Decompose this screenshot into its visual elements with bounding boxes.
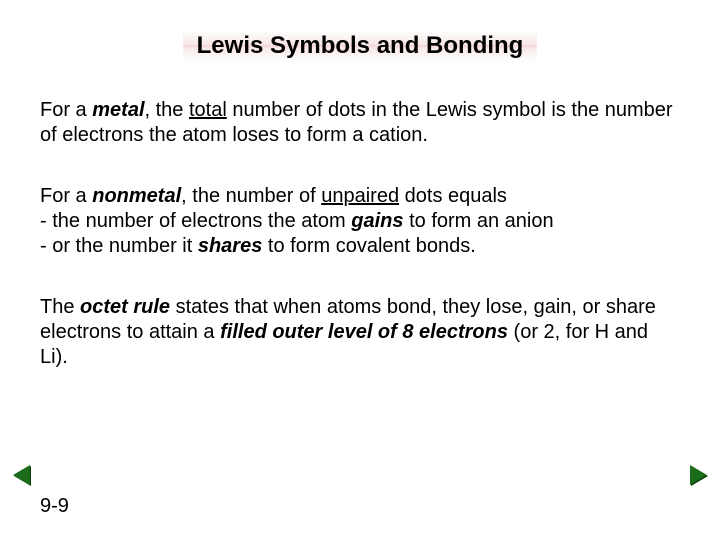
text: dots equals [399, 185, 507, 207]
text: For a [40, 185, 92, 207]
text: to form an anion [404, 210, 554, 232]
emph-gains: gains [351, 210, 403, 232]
paragraph-octet: The octet rule states that when atoms bo… [40, 295, 680, 370]
slide-container: Lewis Symbols and Bonding For a metal, t… [0, 0, 720, 540]
emph-metal: metal [92, 99, 144, 121]
text: - or the number it [40, 235, 198, 257]
next-arrow-icon[interactable] [690, 465, 707, 485]
emph-octet-rule: octet rule [80, 296, 170, 318]
text: For a [40, 99, 92, 121]
emph-nonmetal: nonmetal [92, 185, 181, 207]
text: - the number of electrons the atom [40, 210, 351, 232]
slide-title: Lewis Symbols and Bonding [183, 30, 538, 62]
underline-total: total [189, 99, 227, 121]
text: The [40, 296, 80, 318]
paragraph-metal: For a metal, the total number of dots in… [40, 98, 680, 148]
slide-number: 9-9 [40, 495, 69, 518]
prev-arrow-icon[interactable] [13, 465, 30, 485]
underline-unpaired: unpaired [321, 185, 399, 207]
emph-shares: shares [198, 235, 263, 257]
paragraph-nonmetal: For a nonmetal, the number of unpaired d… [40, 184, 680, 259]
slide-content: For a metal, the total number of dots in… [0, 98, 720, 370]
title-wrap: Lewis Symbols and Bonding [0, 0, 720, 62]
text: , the [145, 99, 189, 121]
text: to form covalent bonds. [262, 235, 475, 257]
text: , the number of [181, 185, 321, 207]
emph-filled-outer: filled outer level of 8 electrons [220, 321, 508, 343]
